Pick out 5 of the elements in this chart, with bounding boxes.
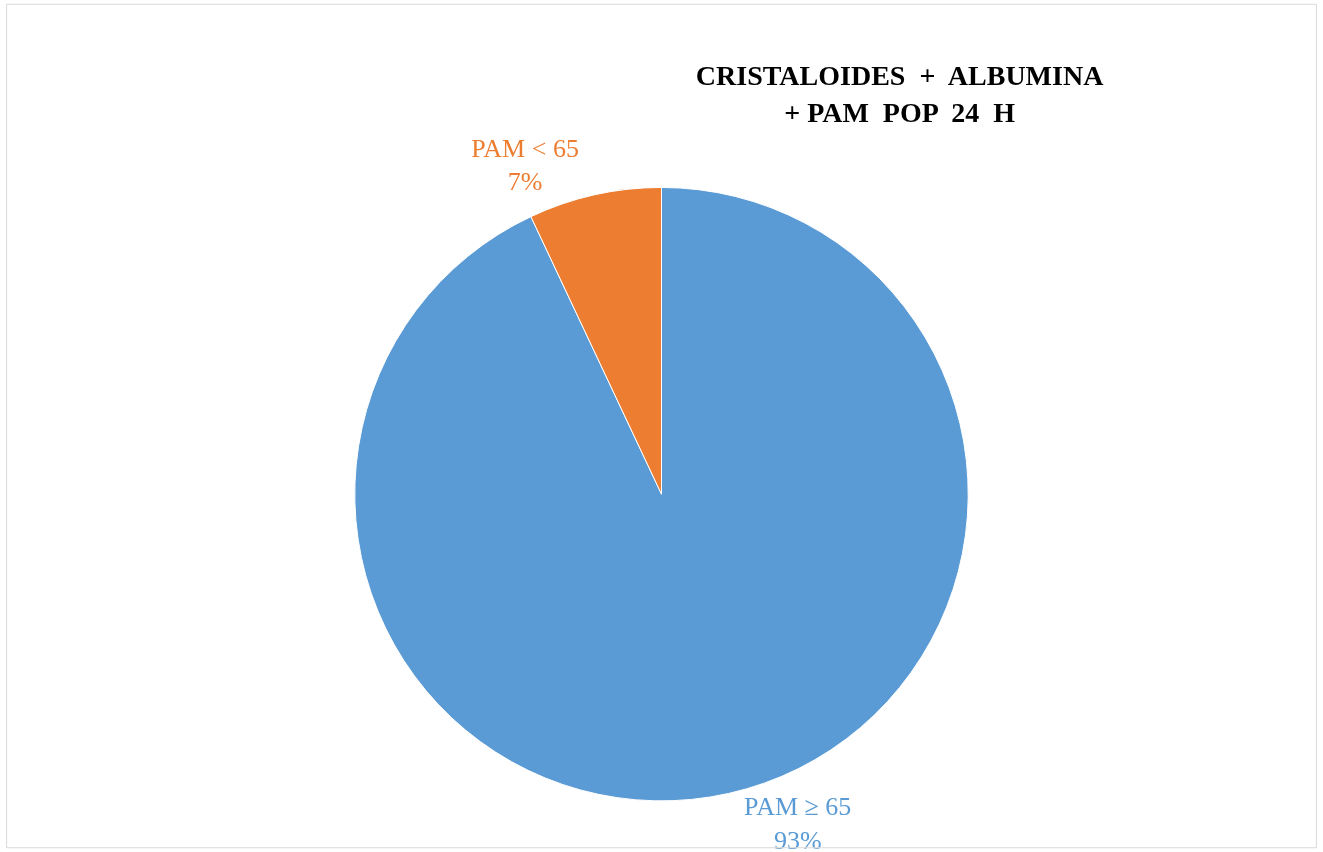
chart-title: CRISTALOIDES + ALBUMINA + PAM POP 24 H xyxy=(695,60,1105,128)
slice-label: PAM ≥ 65 xyxy=(744,792,852,821)
data-label: 93% xyxy=(773,825,822,852)
data-label: 7% xyxy=(507,167,543,197)
slice-label: PAM < 65 xyxy=(471,133,579,163)
